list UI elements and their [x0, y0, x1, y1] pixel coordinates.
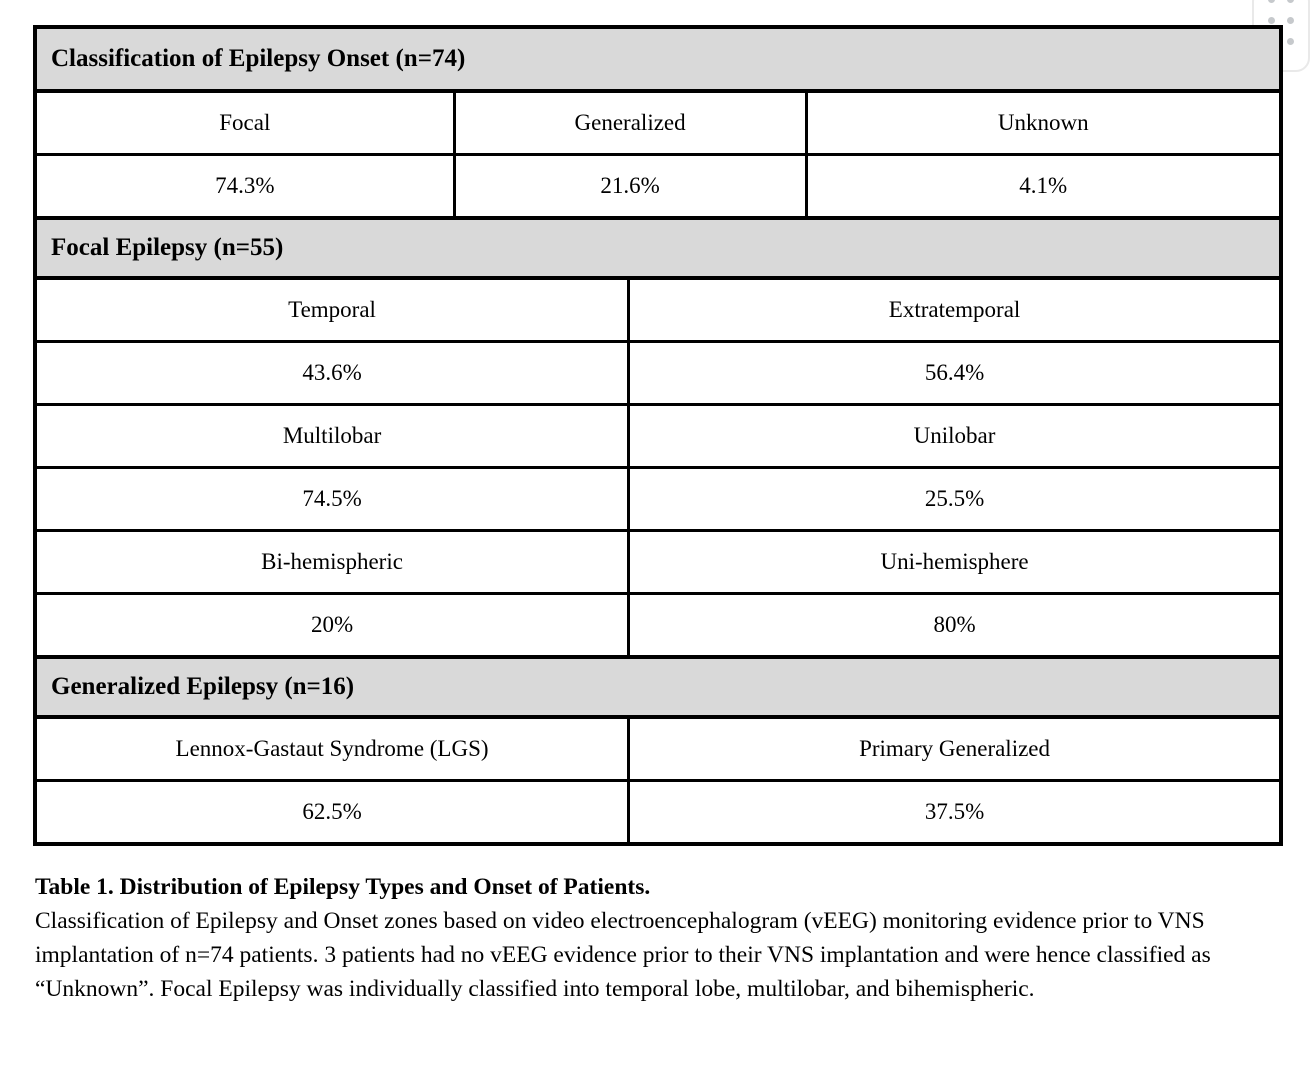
- table-row: 62.5% 37.5%: [37, 779, 1279, 842]
- table-cell-lgs: Lennox-Gastaut Syndrome (LGS): [37, 719, 628, 779]
- table-cell-focal: Focal: [37, 93, 453, 153]
- table-row: Focal Generalized Unknown: [37, 89, 1279, 153]
- table-row: 74.5% 25.5%: [37, 466, 1279, 529]
- table-cell-lgs-pct: 62.5%: [37, 782, 628, 842]
- table-row: Multilobar Unilobar: [37, 403, 1279, 466]
- table-cell-unknown-pct: 4.1%: [804, 156, 1279, 216]
- caption-title: Table 1. Distribution of Epilepsy Types …: [35, 874, 651, 900]
- section-header-epilepsy-onset: Classification of Epilepsy Onset (n=74): [37, 29, 1279, 89]
- table-cell-extratemporal: Extratemporal: [627, 280, 1279, 340]
- table-cell-extratemporal-pct: 56.4%: [627, 343, 1279, 403]
- table-cell-temporal: Temporal: [37, 280, 628, 340]
- table-row: 20% 80%: [37, 592, 1279, 655]
- table-cell-bihemispheric-pct: 20%: [37, 595, 628, 655]
- section-header-focal-epilepsy: Focal Epilepsy (n=55): [37, 216, 1279, 276]
- table-cell-bihemispheric: Bi-hemispheric: [37, 532, 628, 592]
- table-cell-multilobar: Multilobar: [37, 406, 628, 466]
- table-cell-primary-generalized-pct: 37.5%: [627, 782, 1279, 842]
- table-cell-primary-generalized: Primary Generalized: [627, 719, 1279, 779]
- table-cell-unilobar: Unilobar: [627, 406, 1279, 466]
- table-cell-unilobar-pct: 25.5%: [627, 469, 1279, 529]
- table-cell-multilobar-pct: 74.5%: [37, 469, 628, 529]
- table-row: 74.3% 21.6% 4.1%: [37, 153, 1279, 216]
- table-row: Lennox-Gastaut Syndrome (LGS) Primary Ge…: [37, 715, 1279, 779]
- table-caption: Table 1. Distribution of Epilepsy Types …: [35, 870, 1289, 1006]
- section-header-generalized-epilepsy: Generalized Epilepsy (n=16): [37, 655, 1279, 715]
- table-cell-focal-pct: 74.3%: [37, 156, 453, 216]
- table-cell-generalized-pct: 21.6%: [452, 156, 805, 216]
- table-cell-unihemisphere: Uni-hemisphere: [627, 532, 1279, 592]
- table-cell-unihemisphere-pct: 80%: [627, 595, 1279, 655]
- table-cell-generalized: Generalized: [452, 93, 805, 153]
- table-row: 43.6% 56.4%: [37, 340, 1279, 403]
- table-cell-temporal-pct: 43.6%: [37, 343, 628, 403]
- table-cell-unknown: Unknown: [804, 93, 1279, 153]
- table-row: Bi-hemispheric Uni-hemisphere: [37, 529, 1279, 592]
- epilepsy-classification-table: Classification of Epilepsy Onset (n=74) …: [33, 25, 1283, 846]
- table-row: Temporal Extratemporal: [37, 276, 1279, 340]
- caption-body: Classification of Epilepsy and Onset zon…: [35, 908, 1211, 1002]
